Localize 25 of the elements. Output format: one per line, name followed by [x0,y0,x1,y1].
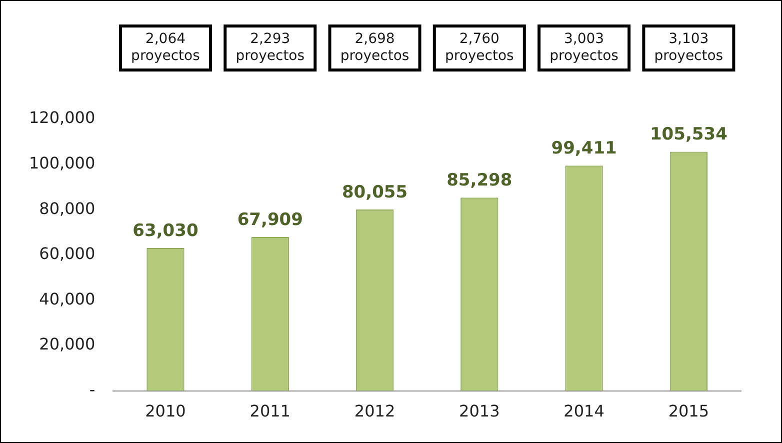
text: 2,760 proyectos [444,31,514,64]
x-tick-label: 2015 [668,402,710,421]
y-tick-label: 100,000 [28,153,96,172]
text: 3,003 proyectos [550,31,618,64]
x-tick-label: 2013 [459,402,500,421]
text: 2,293 proyectos [236,31,305,64]
y-tick-label: - [89,380,96,399]
x-tick-label: 2012 [354,402,396,421]
data-label: 85,298 [446,170,512,191]
text: 2,064 proyectos [131,31,200,64]
y-tick-label: 20,000 [39,334,96,354]
text: 3,103 proyectos [654,31,724,64]
y-tick-label: 120,000 [28,108,96,128]
y-tick-label: 80,000 [39,198,96,218]
data-label: 63,030 [132,220,198,241]
x-tick-label: 2010 [145,402,186,421]
data-label: 105,534 [650,124,728,145]
data-label: 80,055 [342,182,408,202]
x-tick-label: 2011 [250,402,290,421]
data-label: 67,909 [237,210,303,230]
text: 2,698 proyectos [340,31,410,64]
y-tick-label: 60,000 [39,244,96,264]
data-label: 99,411 [551,138,617,159]
x-tick-label: 2014 [564,402,604,421]
y-tick-label: 40,000 [39,289,96,308]
